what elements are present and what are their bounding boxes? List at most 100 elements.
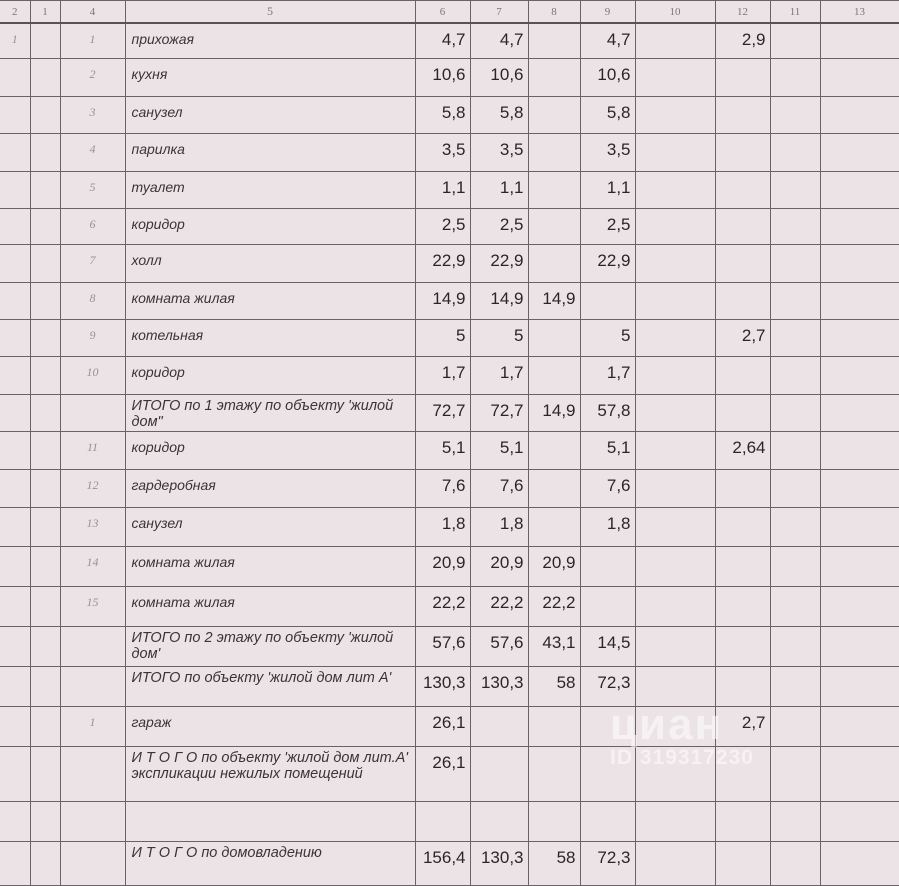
area-value-col-9: [579, 585, 636, 627]
area-value-col-8: [527, 132, 581, 172]
row-index: 1: [59, 22, 126, 59]
area-value-col-7: 2,5: [469, 207, 529, 245]
area-value-col-13: [819, 625, 899, 667]
area-value-col-10: [634, 545, 716, 587]
area-value-col-13: [819, 207, 899, 245]
row-index: 2: [59, 57, 126, 97]
table-row: 7 холл 22,9 22,9 22,9: [0, 243, 899, 283]
area-value-col-12: [714, 281, 771, 320]
area-value-col-10: [634, 625, 716, 667]
row-index: [59, 393, 126, 432]
area-value-col-9: 5: [579, 318, 636, 357]
area-value-col-9: 1,8: [579, 506, 636, 547]
area-value-col-13: [819, 170, 899, 209]
area-value-col-13: [819, 506, 899, 547]
room-name: И Т О Г О по объекту 'жилой дом лит.А' э…: [124, 745, 416, 802]
total-row: И Т О Г О по объекту 'жилой дом лит.А' э…: [0, 745, 899, 802]
area-value-col-9: 5,8: [579, 95, 636, 134]
area-value-col-8: 14,9: [527, 281, 581, 320]
area-value-col-6: 1,1: [414, 170, 471, 209]
table-row: 1 1 прихожая 4,7 4,7 4,7 2,9: [0, 22, 899, 59]
area-value-col-9: 14,5: [579, 625, 636, 667]
row-index: [29, 745, 61, 802]
area-value-col-11: [769, 57, 821, 97]
area-value-col-10: [634, 318, 716, 357]
area-value-col-13: [819, 745, 899, 802]
area-value-col-13: [819, 57, 899, 97]
room-name: кухня: [124, 57, 416, 97]
table-row: 8 комната жилая 14,9 14,9 14,9: [0, 281, 899, 320]
area-value-col-10: [634, 243, 716, 283]
room-name: туалет: [124, 170, 416, 209]
room-name: гардеробная: [124, 468, 416, 508]
area-value-col-10: [634, 355, 716, 395]
area-value-col-13: [819, 665, 899, 707]
row-index: [0, 243, 31, 283]
area-value-col-6: 22,9: [414, 243, 471, 283]
area-value-col-8: [527, 95, 581, 134]
row-index: [29, 318, 61, 357]
area-value-col-7: 22,9: [469, 243, 529, 283]
area-value-col-7: [469, 745, 529, 802]
area-value-col-11: [769, 745, 821, 802]
table-row: 15 комната жилая 22,2 22,2 22,2: [0, 585, 899, 627]
row-index: [0, 745, 31, 802]
row-index: [29, 625, 61, 667]
room-name: ИТОГО по 1 этажу по объекту 'жилой дом": [124, 393, 416, 432]
area-value-col-11: [769, 665, 821, 707]
area-value-col-12: [714, 665, 771, 707]
area-value-col-11: [769, 393, 821, 432]
table-row: 2 кухня 10,6 10,6 10,6: [0, 57, 899, 97]
area-value-col-10: [634, 95, 716, 134]
room-name: коридор: [124, 430, 416, 470]
area-value-col-7: 4,7: [469, 22, 529, 59]
row-index: 7: [59, 243, 126, 283]
row-index: [29, 95, 61, 134]
room-name: ИТОГО по объекту 'жилой дом лит А': [124, 665, 416, 707]
row-index: [0, 430, 31, 470]
column-number: 13: [819, 0, 899, 24]
column-number: 2: [0, 0, 31, 24]
row-index: [0, 207, 31, 245]
row-index: 15: [59, 585, 126, 627]
area-value-col-8: [527, 705, 581, 747]
area-value-col-13: [819, 705, 899, 747]
area-value-col-7: 14,9: [469, 281, 529, 320]
area-value-col-8: [527, 170, 581, 209]
area-value-col-11: [769, 281, 821, 320]
area-value-col-11: [769, 170, 821, 209]
row-index: [29, 22, 61, 59]
area-value-col-8: [527, 22, 581, 59]
area-value-col-10: [634, 468, 716, 508]
area-value-col-12: [714, 625, 771, 667]
area-value-col-9: [579, 745, 636, 802]
area-value-col-9: [579, 545, 636, 587]
area-value-col-8: 22,2: [527, 585, 581, 627]
area-value-col-8: [527, 243, 581, 283]
row-index: [0, 281, 31, 320]
area-value-col-7: [469, 800, 529, 842]
area-value-col-13: [819, 393, 899, 432]
row-index: [0, 170, 31, 209]
table-row: 1 гараж 26,1 2,7: [0, 705, 899, 747]
area-value-col-11: [769, 545, 821, 587]
area-value-col-6: 26,1: [414, 705, 471, 747]
row-index: [29, 243, 61, 283]
row-index: [0, 355, 31, 395]
row-index: 10: [59, 355, 126, 395]
room-name: санузел: [124, 506, 416, 547]
area-value-col-10: [634, 585, 716, 627]
row-index: [29, 665, 61, 707]
area-value-col-9: 22,9: [579, 243, 636, 283]
area-value-col-6: 2,5: [414, 207, 471, 245]
area-value-col-11: [769, 506, 821, 547]
area-value-col-10: [634, 393, 716, 432]
column-number: 9: [579, 0, 636, 24]
row-index: 14: [59, 545, 126, 587]
area-value-col-6: 130,3: [414, 665, 471, 707]
row-index: [59, 840, 126, 886]
row-index: [59, 625, 126, 667]
area-value-col-13: [819, 281, 899, 320]
row-index: 9: [59, 318, 126, 357]
row-index: [0, 468, 31, 508]
